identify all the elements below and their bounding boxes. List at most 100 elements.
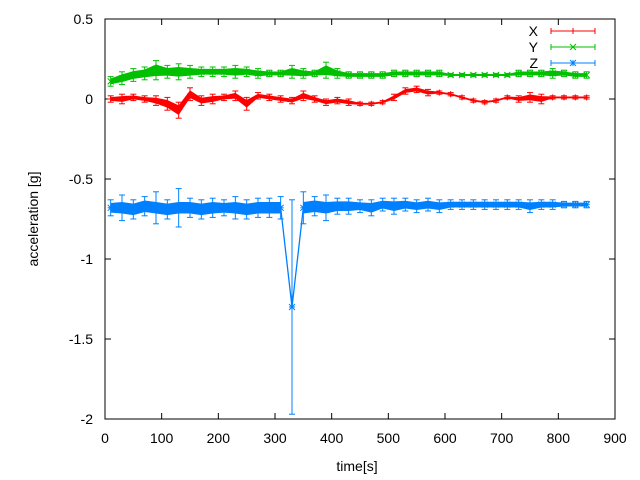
data-point [129,199,137,220]
data-point [333,68,341,79]
data-point [503,199,511,210]
y-tick-label: -2 [81,411,94,427]
data-point [231,196,239,220]
x-tick-label: 600 [433,430,457,446]
data-point [243,96,250,111]
data-point [481,71,489,79]
data-point [107,95,114,103]
data-point [300,90,307,102]
data-point [221,93,227,102]
data-point [379,197,387,212]
data-point [141,196,149,217]
data-point [526,199,534,214]
data-point [368,100,375,107]
data-point [549,68,557,79]
data-point [470,97,477,104]
data-point [129,68,137,82]
data-point [357,100,363,107]
data-point [333,197,341,215]
data-point [459,94,465,101]
legend-label: X [529,23,539,39]
data-point [458,71,466,79]
data-point [413,69,421,78]
data-point [209,93,216,105]
data-point [436,89,443,96]
data-point [254,68,262,79]
data-point [379,71,387,79]
data-point [164,96,171,111]
data-point [561,94,567,101]
data-point [481,199,489,210]
data-point [130,93,137,102]
data-point [549,199,557,210]
data-point [356,71,364,79]
data-point [367,71,375,79]
data-point [560,200,568,209]
data-point [187,87,193,102]
data-point [367,199,375,217]
legend-label: Y [529,39,539,55]
data-point [277,95,284,103]
data-point [311,95,318,103]
data-point [163,64,171,79]
data-point [469,71,477,79]
data-point [220,199,228,217]
data-point [107,76,115,87]
data-point [277,196,285,220]
data-point [255,92,261,100]
data-point [141,66,149,81]
data-point [402,87,409,95]
data-point [413,199,421,214]
data-point [583,71,591,79]
x-tick-label: 200 [207,430,231,446]
data-point [503,71,511,79]
data-point [571,71,579,79]
data-point [390,197,398,215]
data-point [527,92,533,103]
x-tick-label: 500 [377,430,401,446]
data-point [322,194,330,222]
legend-item-X: X [529,23,596,39]
data-point [175,63,183,81]
data-point [345,71,353,79]
data-point [493,97,499,104]
x-tick-label: 700 [490,430,514,446]
data-point [571,200,579,209]
y-tick-label: 0 [85,91,93,107]
data-point [198,95,205,106]
data-point [425,88,431,97]
y-tick-label: -1.5 [69,331,93,347]
x-tick-label: 800 [547,430,571,446]
series-X [107,85,590,119]
data-point [197,66,205,78]
data-point [232,90,239,102]
data-point [572,94,579,101]
data-point [152,191,160,225]
data-point [265,69,273,78]
data-point [492,199,500,210]
data-point [447,199,455,210]
x-tick-label: 100 [150,430,174,446]
data-point [526,69,534,78]
x-tick-label: 0 [101,430,109,446]
plot-frame [104,18,616,420]
data-point [175,188,183,228]
data-point [107,199,115,217]
data-point [311,69,319,78]
data-point [458,199,466,210]
data-point [345,98,352,106]
data-point [265,197,273,218]
data-point [288,199,296,415]
data-point [345,197,353,215]
data-point [481,99,488,106]
data-point [504,94,511,101]
data-point [299,68,307,79]
data-point [515,199,523,210]
data-point [515,95,522,103]
data-point [254,197,262,218]
data-point [231,64,239,79]
data-point [379,99,386,106]
legend-item-Z: Z [529,55,596,71]
